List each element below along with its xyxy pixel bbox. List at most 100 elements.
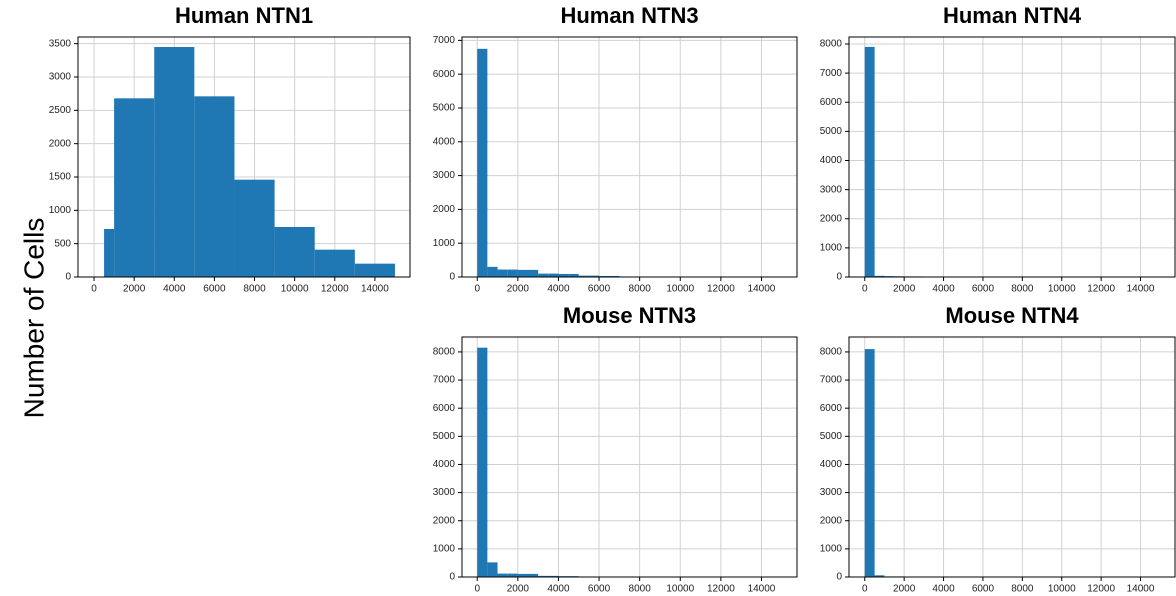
x-tick-label: 12000: [707, 284, 735, 295]
bar: [874, 275, 885, 277]
y-tick-label: 0: [449, 272, 455, 283]
y-tick-label: 4000: [820, 459, 843, 470]
bar: [864, 46, 875, 278]
panel: Human NTN4 0 1000 2000 3000 4000 5000 6000 7000 8…: [820, 3, 1176, 295]
bar: [548, 273, 559, 277]
x-tick-label: 6000: [972, 284, 995, 295]
bar: [578, 275, 589, 277]
y-tick-label: 2500: [49, 105, 72, 116]
chart-title: Mouse NTN4: [945, 303, 1079, 328]
bar: [314, 249, 355, 277]
bar: [497, 573, 508, 577]
plot-frame: [461, 336, 798, 578]
x-tick-label: 0: [862, 584, 868, 595]
x-tick-label: 6000: [972, 584, 995, 595]
y-tick-label: 5000: [433, 103, 456, 114]
x-tick-label: 4000: [932, 284, 955, 295]
y-tick-label: 7000: [433, 375, 456, 386]
bar: [599, 275, 610, 277]
bar: [568, 273, 579, 277]
x-tick-label: 12000: [1087, 584, 1115, 595]
y-tick-label: 4000: [433, 136, 456, 147]
y-tick-label: 3000: [820, 184, 843, 195]
x-tick-label: 8000: [1011, 584, 1034, 595]
bar: [114, 98, 155, 277]
x-tick-label: 0: [474, 584, 480, 595]
x-tick-label: 4000: [547, 584, 570, 595]
y-tick-label: 4000: [820, 155, 843, 166]
bar: [548, 575, 559, 577]
x-tick-label: 14000: [361, 284, 389, 295]
x-tick-label: 10000: [666, 584, 694, 595]
y-tick-label: 1000: [820, 243, 843, 254]
y-tick-label: 3000: [820, 487, 843, 498]
bar: [527, 269, 539, 277]
chart-title: Mouse NTN3: [563, 303, 696, 328]
x-tick-label: 2000: [507, 584, 530, 595]
y-tick-label: 0: [65, 272, 71, 283]
x-tick-label: 14000: [1127, 284, 1155, 295]
bar: [234, 179, 275, 277]
bar: [477, 48, 488, 277]
y-tick-label: 0: [449, 572, 455, 583]
bar: [274, 227, 315, 277]
x-tick-label: 14000: [748, 584, 776, 595]
y-tick-label: 1000: [433, 544, 456, 555]
chart-title: Human NTN3: [560, 3, 698, 28]
bar: [507, 573, 518, 577]
y-tick-label: 0: [836, 272, 842, 283]
y-tick-label: 3000: [433, 487, 456, 498]
x-tick-label: 10000: [281, 284, 309, 295]
y-tick-label: 3000: [49, 72, 72, 83]
x-tick-label: 0: [91, 284, 97, 295]
y-tick-label: 5000: [820, 126, 843, 137]
y-tick-label: 7000: [433, 35, 456, 46]
bar: [487, 562, 498, 577]
y-tick-label: 1000: [820, 544, 843, 555]
y-tick-label: 8000: [433, 347, 456, 358]
bar: [104, 229, 115, 277]
panel: Human NTN1 0 500 1000 1500 2000 2500 3000 3500 0 2…: [49, 3, 411, 295]
x-tick-label: 6000: [588, 284, 611, 295]
x-tick-label: 4000: [163, 284, 186, 295]
y-tick-label: 7000: [820, 68, 843, 79]
x-tick-label: 8000: [629, 584, 652, 595]
y-axis-label: Number of Cells: [18, 218, 49, 419]
y-tick-label: 2000: [820, 515, 843, 526]
bar: [354, 263, 395, 277]
y-tick-label: 6000: [433, 69, 456, 80]
x-tick-label: 8000: [243, 284, 266, 295]
bar: [497, 269, 508, 277]
x-tick-label: 2000: [123, 284, 146, 295]
bar: [538, 575, 549, 577]
y-tick-label: 1000: [433, 238, 456, 249]
y-tick-label: 0: [836, 572, 842, 583]
plot-frame: [848, 336, 1176, 578]
x-tick-label: 2000: [507, 284, 530, 295]
y-tick-label: 5000: [433, 431, 456, 442]
y-tick-label: 8000: [820, 39, 843, 50]
y-tick-label: 5000: [820, 431, 843, 442]
y-tick-label: 2000: [49, 138, 72, 149]
bar: [517, 269, 528, 277]
y-tick-label: 3500: [49, 38, 72, 49]
plot-frame: [461, 36, 798, 278]
x-tick-label: 8000: [629, 284, 652, 295]
plot-frame: [77, 36, 411, 278]
bar: [477, 347, 488, 577]
y-tick-label: 6000: [820, 403, 843, 414]
x-tick-label: 4000: [547, 284, 570, 295]
y-tick-label: 2000: [433, 204, 456, 215]
x-tick-label: 6000: [588, 584, 611, 595]
x-tick-label: 2000: [893, 284, 916, 295]
y-tick-label: 1000: [49, 205, 72, 216]
x-tick-label: 10000: [1048, 584, 1076, 595]
x-tick-label: 12000: [707, 584, 735, 595]
y-tick-label: 4000: [433, 459, 456, 470]
bar: [507, 269, 518, 277]
bar: [588, 275, 600, 277]
bar: [538, 273, 549, 277]
x-tick-label: 14000: [1127, 584, 1155, 595]
